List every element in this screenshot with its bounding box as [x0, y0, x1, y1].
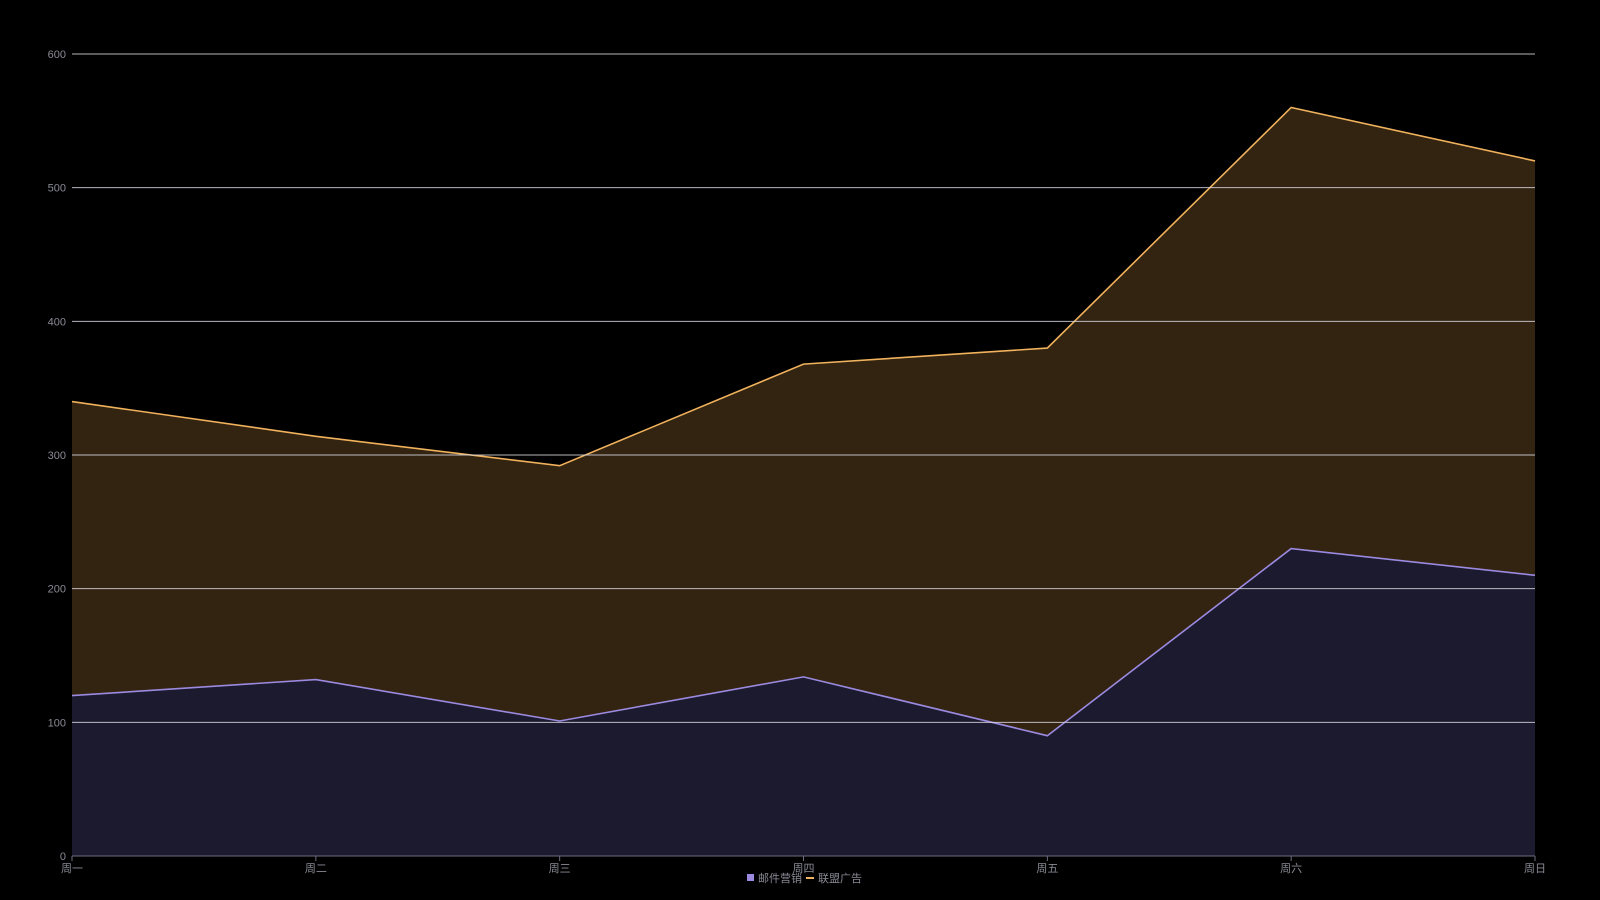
x-tick-label: 周五	[1036, 862, 1058, 875]
x-tick-label: 周三	[549, 862, 571, 875]
series-area-1	[72, 107, 1535, 736]
y-tick-label: 500	[48, 183, 66, 195]
legend: 邮件营销 联盟广告	[747, 871, 862, 885]
x-tick-label: 周日	[1524, 862, 1546, 875]
line-layer	[71, 106, 1536, 737]
x-tick-label: 周二	[305, 862, 327, 875]
area-layer	[72, 107, 1535, 856]
legend-label-0[interactable]: 邮件营销	[758, 871, 802, 885]
legend-label-1[interactable]: 联盟广告	[818, 872, 862, 885]
y-tick-label: 200	[48, 584, 66, 596]
y-tick-label: 400	[48, 316, 66, 328]
y-tick-label: 0	[60, 851, 66, 863]
x-tick-label: 周一	[61, 862, 83, 875]
x-tick-label: 周六	[1280, 862, 1302, 875]
y-tick-label: 100	[48, 717, 66, 729]
y-tick-label: 300	[48, 450, 66, 462]
axis-layer: 0 100 200 300 400 500 600 周一 周二 周三 周四 周五 周六 周日	[48, 49, 1546, 875]
series-area-0	[72, 548, 1535, 856]
y-tick-label: 600	[48, 49, 66, 61]
legend-swatch-square[interactable]	[747, 874, 754, 881]
x-tick-label: 周四	[793, 862, 815, 875]
